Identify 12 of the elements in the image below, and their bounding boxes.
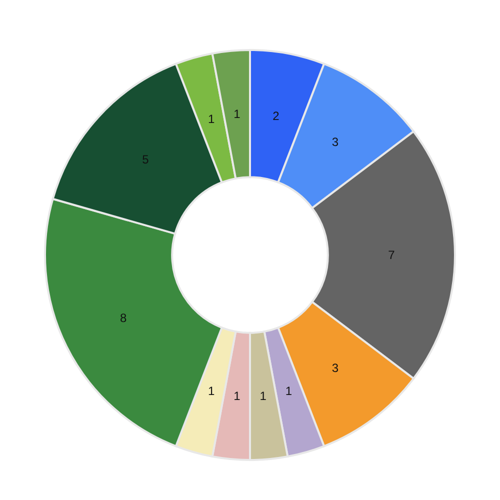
- data-label: 8: [120, 311, 128, 326]
- data-label: 1: [234, 107, 241, 122]
- data-label: 3: [332, 135, 339, 150]
- data-label: 1: [234, 388, 241, 403]
- data-label: 2: [272, 108, 280, 123]
- data-label: 7: [388, 248, 396, 262]
- data-label: 3: [332, 360, 339, 375]
- data-label: 1: [208, 384, 215, 398]
- data-label: 1: [208, 112, 215, 126]
- data-label: 1: [260, 388, 267, 403]
- data-label: 5: [142, 152, 150, 167]
- data-label: 1: [285, 384, 292, 398]
